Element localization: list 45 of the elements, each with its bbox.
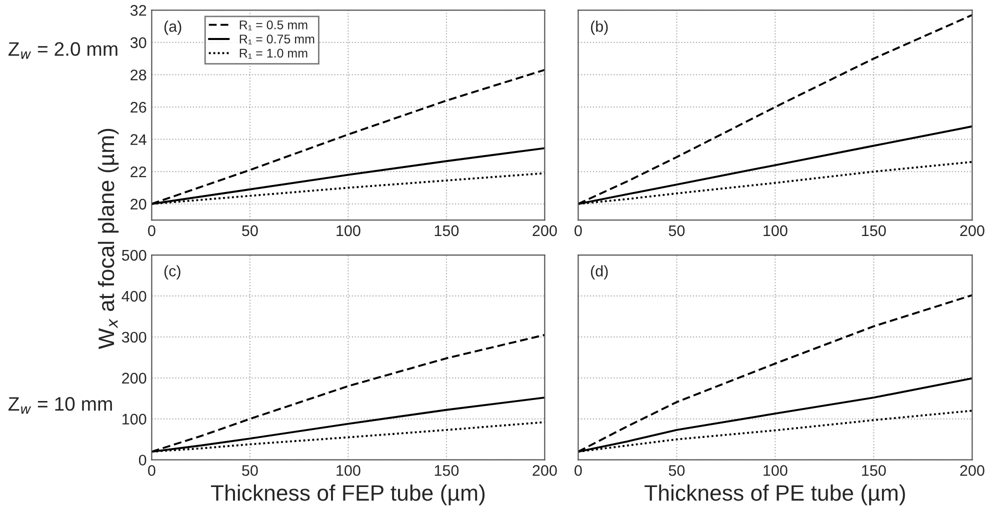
- x-tick-label: 100: [764, 225, 788, 236]
- x-tick-label: 150: [434, 465, 459, 476]
- annotation: (c): [164, 265, 180, 280]
- y-tick-label: 500: [122, 250, 146, 261]
- x-tick-label: 0: [148, 465, 156, 476]
- x-tick-label: 0: [574, 465, 582, 476]
- x-tick-label: 50: [242, 225, 258, 236]
- y-tick-label: 100: [122, 414, 146, 425]
- x-tick-label: 200: [532, 465, 557, 476]
- annotation: (d): [590, 265, 608, 280]
- text: Z$_{w}$ = 2.0 mm: [8, 42, 118, 59]
- y-tick-label: 300: [122, 332, 146, 343]
- x-tick-label: 150: [862, 465, 886, 476]
- x-axis-title: Thickness of PE tube (µm): [644, 484, 905, 506]
- y-tick-label: 20: [130, 198, 146, 210]
- x-tick-label: 0: [574, 225, 582, 236]
- x-tick-label: 100: [336, 465, 360, 476]
- y-tick-label: 400: [122, 290, 146, 302]
- y-tick-label: 26: [130, 102, 146, 113]
- y-tick-label: 28: [130, 70, 146, 80]
- x-tick-label: 0: [148, 225, 156, 236]
- y-tick-label: 32: [130, 5, 146, 16]
- x-tick-label: 100: [336, 225, 360, 236]
- legend-label: R₁ = 0.5 mm: [240, 20, 308, 30]
- x-tick-label: 50: [242, 465, 258, 476]
- annotation: (b): [590, 20, 608, 35]
- x-tick-label: 200: [532, 225, 557, 236]
- text: Z$_{w}$ = 10 mm: [8, 397, 112, 414]
- y-tick-label: 24: [130, 134, 146, 145]
- x-tick-label: 50: [668, 465, 685, 476]
- y-tick-label: 22: [130, 166, 146, 178]
- x-tick-label: 200: [960, 225, 984, 236]
- y-tick-label: 30: [130, 37, 146, 48]
- y-tick-label: 0: [138, 454, 146, 466]
- x-tick-label: 200: [960, 465, 984, 476]
- x-tick-label: 150: [862, 225, 886, 236]
- y-axis-title: W$_{x}$ at focal plane (µm): [98, 128, 119, 350]
- legend-label: R₁ = 1.0 mm: [240, 48, 308, 59]
- annotation: (a): [164, 20, 182, 35]
- x-tick-label: 150: [434, 225, 459, 236]
- x-tick-label: 50: [668, 225, 685, 236]
- y-tick-label: 200: [122, 372, 146, 384]
- legend-label: R₁ = 0.75 mm: [240, 34, 314, 44]
- x-tick-label: 100: [764, 465, 788, 476]
- x-axis-title: Thickness of FEP tube (µm): [210, 484, 485, 506]
